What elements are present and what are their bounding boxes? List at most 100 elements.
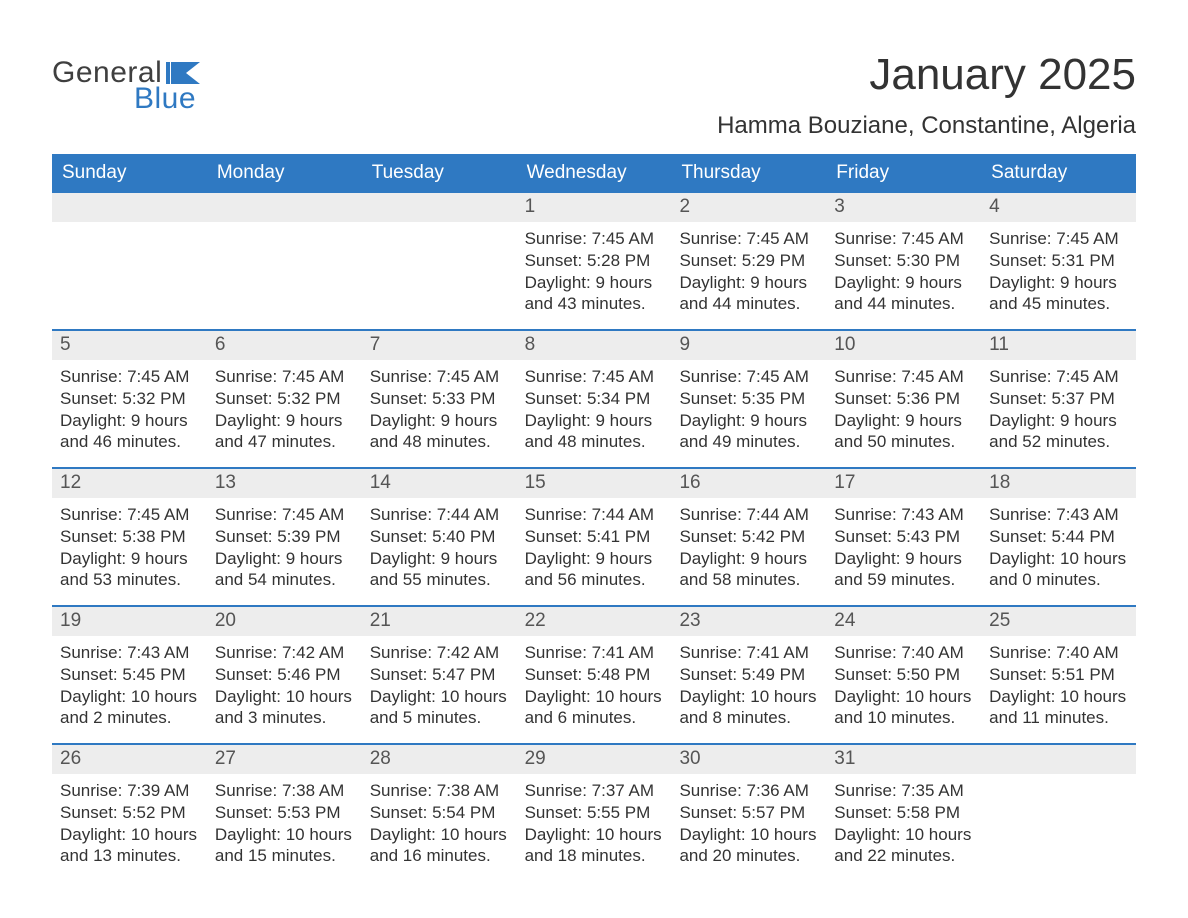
calendar-day: 13Sunrise: 7:45 AMSunset: 5:39 PMDayligh… bbox=[207, 469, 362, 605]
calendar-week: 1Sunrise: 7:45 AMSunset: 5:28 PMDaylight… bbox=[52, 193, 1136, 329]
day2-text: and 44 minutes. bbox=[679, 293, 822, 315]
calendar-day: 20Sunrise: 7:42 AMSunset: 5:46 PMDayligh… bbox=[207, 607, 362, 743]
day-number: 25 bbox=[981, 607, 1136, 636]
day1-text: Daylight: 9 hours bbox=[989, 410, 1132, 432]
day1-text: Daylight: 10 hours bbox=[370, 686, 513, 708]
day1-text: Daylight: 9 hours bbox=[834, 410, 977, 432]
day2-text: and 16 minutes. bbox=[370, 845, 513, 867]
weekday-col: Monday bbox=[207, 154, 362, 193]
sunset-text: Sunset: 5:50 PM bbox=[834, 664, 977, 686]
day-number: 20 bbox=[207, 607, 362, 636]
day-content: Sunrise: 7:45 AMSunset: 5:35 PMDaylight:… bbox=[671, 360, 826, 453]
sunrise-text: Sunrise: 7:43 AM bbox=[989, 504, 1132, 526]
day-content: Sunrise: 7:45 AMSunset: 5:32 PMDaylight:… bbox=[52, 360, 207, 453]
calendar-day: 10Sunrise: 7:45 AMSunset: 5:36 PMDayligh… bbox=[826, 331, 981, 467]
calendar-day: 12Sunrise: 7:45 AMSunset: 5:38 PMDayligh… bbox=[52, 469, 207, 605]
day-content: Sunrise: 7:45 AMSunset: 5:28 PMDaylight:… bbox=[517, 222, 672, 315]
day2-text: and 2 minutes. bbox=[60, 707, 203, 729]
calendar-day: 6Sunrise: 7:45 AMSunset: 5:32 PMDaylight… bbox=[207, 331, 362, 467]
calendar-day: 26Sunrise: 7:39 AMSunset: 5:52 PMDayligh… bbox=[52, 745, 207, 881]
weekday-header: Sunday Monday Tuesday Wednesday Thursday… bbox=[52, 154, 1136, 193]
day-number: 23 bbox=[671, 607, 826, 636]
calendar-week: 26Sunrise: 7:39 AMSunset: 5:52 PMDayligh… bbox=[52, 743, 1136, 881]
calendar-day: 19Sunrise: 7:43 AMSunset: 5:45 PMDayligh… bbox=[52, 607, 207, 743]
day-content: Sunrise: 7:40 AMSunset: 5:50 PMDaylight:… bbox=[826, 636, 981, 729]
brand-logo: General Blue bbox=[52, 50, 202, 116]
day2-text: and 45 minutes. bbox=[989, 293, 1132, 315]
sunrise-text: Sunrise: 7:45 AM bbox=[834, 228, 977, 250]
day1-text: Daylight: 10 hours bbox=[60, 824, 203, 846]
sunrise-text: Sunrise: 7:39 AM bbox=[60, 780, 203, 802]
calendar-day: 31Sunrise: 7:35 AMSunset: 5:58 PMDayligh… bbox=[826, 745, 981, 881]
day2-text: and 50 minutes. bbox=[834, 431, 977, 453]
sunrise-text: Sunrise: 7:45 AM bbox=[679, 366, 822, 388]
calendar-day bbox=[362, 193, 517, 329]
day-number: 9 bbox=[671, 331, 826, 360]
day-number: 6 bbox=[207, 331, 362, 360]
calendar-day: 16Sunrise: 7:44 AMSunset: 5:42 PMDayligh… bbox=[671, 469, 826, 605]
day2-text: and 46 minutes. bbox=[60, 431, 203, 453]
calendar-day: 5Sunrise: 7:45 AMSunset: 5:32 PMDaylight… bbox=[52, 331, 207, 467]
calendar-day: 8Sunrise: 7:45 AMSunset: 5:34 PMDaylight… bbox=[517, 331, 672, 467]
calendar-day bbox=[981, 745, 1136, 881]
day-content: Sunrise: 7:35 AMSunset: 5:58 PMDaylight:… bbox=[826, 774, 981, 867]
sunrise-text: Sunrise: 7:44 AM bbox=[679, 504, 822, 526]
sunset-text: Sunset: 5:45 PM bbox=[60, 664, 203, 686]
sunset-text: Sunset: 5:32 PM bbox=[215, 388, 358, 410]
day2-text: and 43 minutes. bbox=[525, 293, 668, 315]
day1-text: Daylight: 9 hours bbox=[215, 548, 358, 570]
day-number bbox=[52, 193, 207, 222]
calendar-day: 22Sunrise: 7:41 AMSunset: 5:48 PMDayligh… bbox=[517, 607, 672, 743]
calendar-day: 14Sunrise: 7:44 AMSunset: 5:40 PMDayligh… bbox=[362, 469, 517, 605]
calendar-day: 21Sunrise: 7:42 AMSunset: 5:47 PMDayligh… bbox=[362, 607, 517, 743]
sunset-text: Sunset: 5:38 PM bbox=[60, 526, 203, 548]
day-number: 18 bbox=[981, 469, 1136, 498]
day-content: Sunrise: 7:38 AMSunset: 5:53 PMDaylight:… bbox=[207, 774, 362, 867]
day-number: 7 bbox=[362, 331, 517, 360]
sunrise-text: Sunrise: 7:38 AM bbox=[370, 780, 513, 802]
day1-text: Daylight: 10 hours bbox=[834, 686, 977, 708]
sunset-text: Sunset: 5:39 PM bbox=[215, 526, 358, 548]
day1-text: Daylight: 9 hours bbox=[679, 410, 822, 432]
day2-text: and 15 minutes. bbox=[215, 845, 358, 867]
sunset-text: Sunset: 5:44 PM bbox=[989, 526, 1132, 548]
day2-text: and 49 minutes. bbox=[679, 431, 822, 453]
day-content: Sunrise: 7:45 AMSunset: 5:31 PMDaylight:… bbox=[981, 222, 1136, 315]
weekday-col: Sunday bbox=[52, 154, 207, 193]
sunrise-text: Sunrise: 7:41 AM bbox=[525, 642, 668, 664]
day-number: 19 bbox=[52, 607, 207, 636]
day1-text: Daylight: 9 hours bbox=[834, 272, 977, 294]
sunset-text: Sunset: 5:46 PM bbox=[215, 664, 358, 686]
sunrise-text: Sunrise: 7:45 AM bbox=[60, 366, 203, 388]
sunrise-text: Sunrise: 7:45 AM bbox=[215, 366, 358, 388]
day2-text: and 22 minutes. bbox=[834, 845, 977, 867]
sunset-text: Sunset: 5:33 PM bbox=[370, 388, 513, 410]
calendar-week: 5Sunrise: 7:45 AMSunset: 5:32 PMDaylight… bbox=[52, 329, 1136, 467]
calendar: Sunday Monday Tuesday Wednesday Thursday… bbox=[52, 154, 1136, 881]
day-content: Sunrise: 7:41 AMSunset: 5:49 PMDaylight:… bbox=[671, 636, 826, 729]
day-content: Sunrise: 7:38 AMSunset: 5:54 PMDaylight:… bbox=[362, 774, 517, 867]
sunset-text: Sunset: 5:42 PM bbox=[679, 526, 822, 548]
day1-text: Daylight: 9 hours bbox=[834, 548, 977, 570]
calendar-day: 30Sunrise: 7:36 AMSunset: 5:57 PMDayligh… bbox=[671, 745, 826, 881]
day2-text: and 59 minutes. bbox=[834, 569, 977, 591]
day-content: Sunrise: 7:41 AMSunset: 5:48 PMDaylight:… bbox=[517, 636, 672, 729]
weekday-col: Friday bbox=[826, 154, 981, 193]
day-content: Sunrise: 7:45 AMSunset: 5:36 PMDaylight:… bbox=[826, 360, 981, 453]
sunset-text: Sunset: 5:47 PM bbox=[370, 664, 513, 686]
day1-text: Daylight: 10 hours bbox=[215, 686, 358, 708]
sunset-text: Sunset: 5:35 PM bbox=[679, 388, 822, 410]
calendar-day: 4Sunrise: 7:45 AMSunset: 5:31 PMDaylight… bbox=[981, 193, 1136, 329]
day-content: Sunrise: 7:45 AMSunset: 5:29 PMDaylight:… bbox=[671, 222, 826, 315]
sunrise-text: Sunrise: 7:43 AM bbox=[834, 504, 977, 526]
day-number: 28 bbox=[362, 745, 517, 774]
sunrise-text: Sunrise: 7:41 AM bbox=[679, 642, 822, 664]
calendar-week: 12Sunrise: 7:45 AMSunset: 5:38 PMDayligh… bbox=[52, 467, 1136, 605]
day2-text: and 52 minutes. bbox=[989, 431, 1132, 453]
calendar-day: 18Sunrise: 7:43 AMSunset: 5:44 PMDayligh… bbox=[981, 469, 1136, 605]
calendar-day: 27Sunrise: 7:38 AMSunset: 5:53 PMDayligh… bbox=[207, 745, 362, 881]
calendar-day bbox=[52, 193, 207, 329]
sunrise-text: Sunrise: 7:43 AM bbox=[60, 642, 203, 664]
day-number: 2 bbox=[671, 193, 826, 222]
day-number: 26 bbox=[52, 745, 207, 774]
